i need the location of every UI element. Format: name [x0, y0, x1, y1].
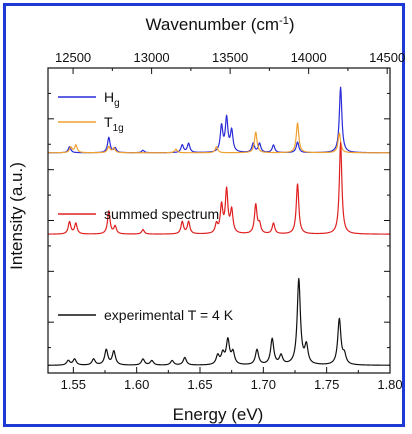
top-axis-title: Wavenumber (cm-1)	[146, 15, 295, 34]
bottom-tick-label: 1.80	[377, 377, 402, 392]
summed-label-group: summed spectrum	[58, 206, 219, 222]
series-line-1	[47, 122, 391, 154]
series-line-3	[47, 277, 391, 366]
left-axis-title: Intensity (a.u.)	[7, 162, 26, 270]
top-tick-label: 14500	[369, 50, 405, 65]
legend-label-h: Hg	[104, 89, 120, 109]
bottom-tick-label: 1.65	[187, 377, 212, 392]
bottom-tick-label: 1.60	[124, 377, 149, 392]
series-layer	[47, 86, 391, 366]
bottom-tick-label: 1.55	[61, 377, 86, 392]
top-tick-label: 12500	[55, 50, 91, 65]
experimental-label-group: experimental T = 4 K	[58, 307, 234, 323]
experimental-label: experimental T = 4 K	[104, 307, 234, 323]
top-tick-label: 13500	[212, 50, 248, 65]
bottom-tick-label: 1.75	[314, 377, 339, 392]
bottom-axis-title: Energy (eV)	[173, 405, 264, 424]
legend: Hg T1g	[58, 89, 124, 134]
summed-label: summed spectrum	[104, 206, 219, 222]
top-tick-label: 14000	[291, 50, 327, 65]
plot-area-border	[47, 67, 391, 374]
tick-layer: 1.55 1.60 1.65 1.70 1.75 1.80 12500 13000 13500 1…	[48, 50, 405, 392]
top-tick-label: 13000	[134, 50, 170, 65]
bottom-tick-label: 1.70	[251, 377, 276, 392]
series-line-0	[47, 86, 391, 154]
series-line-2	[47, 142, 391, 235]
legend-label-t: T1g	[104, 114, 124, 134]
